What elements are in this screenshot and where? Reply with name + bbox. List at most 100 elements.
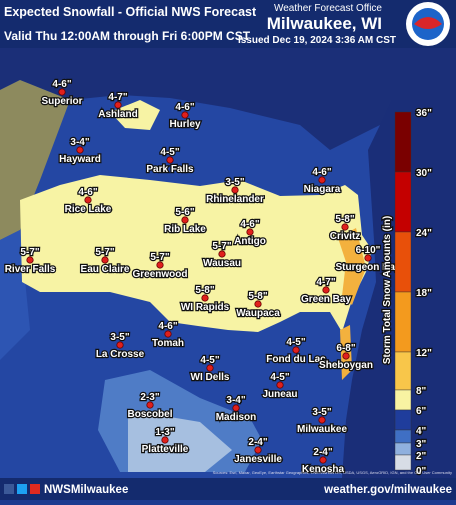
city-name: Eau Claire [81, 264, 130, 275]
nws-logo-mark [414, 17, 442, 29]
city-name: Rib Lake [164, 224, 206, 235]
city-name: Sturgeon Bay [335, 262, 400, 273]
legend-band [394, 111, 412, 173]
city-amount: 4-5" [286, 337, 305, 348]
legend-band [394, 389, 412, 411]
legend-band [394, 429, 412, 444]
legend-label: 0" [416, 466, 427, 477]
city-dot [201, 294, 209, 302]
city-dot [166, 156, 174, 164]
city-dot [84, 196, 92, 204]
city-amount: 4-6" [158, 321, 177, 332]
city-dot [342, 352, 350, 360]
city-amount: 5-7" [150, 252, 169, 263]
city-dot [292, 346, 300, 354]
facebook-icon[interactable] [4, 484, 14, 494]
city-dot [232, 404, 240, 412]
city-name: Wausau [203, 258, 241, 269]
city-amount: 6-10" [356, 245, 381, 256]
city-amount: 4-5" [200, 355, 219, 366]
city-name: Hurley [169, 119, 201, 130]
city-dot [254, 446, 262, 454]
legend-band [394, 291, 412, 353]
city-name: Hayward [59, 154, 101, 165]
lake-superior [0, 48, 456, 150]
zone-5-8 [20, 175, 372, 332]
city-name: Superior [41, 96, 82, 107]
city-amount: 5-8" [195, 285, 214, 296]
city-name: Fond du Lac [266, 354, 326, 365]
city-name: Milwaukee [297, 424, 347, 435]
legend-label: 18" [416, 288, 432, 299]
youtube-icon[interactable] [30, 484, 40, 494]
issued-time: Issued Dec 19, 2024 3:36 AM CST [238, 35, 396, 46]
city-dot [181, 216, 189, 224]
city-dot [254, 300, 262, 308]
city-amount: 4-5" [270, 372, 289, 383]
city-amount: 5-6" [175, 207, 194, 218]
city-amount: 5-8" [248, 291, 267, 302]
city-name: Ashland [98, 109, 137, 120]
city-dot [206, 364, 214, 372]
legend-label: 12" [416, 348, 432, 359]
city-amount: 5-7" [20, 247, 39, 258]
city-dot [246, 228, 254, 236]
city-dot [164, 330, 172, 338]
legend-label: 3" [416, 439, 427, 450]
city-amount: 2-3" [140, 392, 159, 403]
legend-band [394, 442, 412, 456]
city-amount: 4-5" [160, 147, 179, 158]
city-name: Rice Lake [65, 204, 112, 215]
city-dot [116, 341, 124, 349]
city-dot [276, 381, 284, 389]
valid-time: Valid Thu 12:00AM through Fri 6:00PM CST [4, 29, 251, 43]
city-amount: 4-6" [78, 187, 97, 198]
city-dot [58, 88, 66, 96]
city-amount: 1-3" [155, 427, 174, 438]
city-dot [146, 401, 154, 409]
zone-ashland [110, 100, 160, 130]
attribution: Sources: Esri, Maxar, GeoEye, Earthstar … [213, 470, 452, 475]
city-amount: 5-8" [335, 214, 354, 225]
office-label: Weather Forecast Office [274, 3, 382, 14]
city-name: Rhinelander [206, 194, 264, 205]
city-dot [322, 286, 330, 294]
city-dot [319, 456, 327, 464]
city-name: Park Falls [146, 164, 194, 175]
city-name: River Falls [5, 264, 56, 275]
legend-label: 2" [416, 451, 427, 462]
city-dot [218, 250, 226, 258]
website[interactable]: weather.gov/milwaukee [323, 484, 452, 496]
city-amount: 5-7" [212, 241, 231, 252]
city-amount: 3-4" [226, 395, 245, 406]
zone-2-3 [128, 410, 232, 472]
city-name: Tomah [152, 338, 184, 349]
city-amount: 4-7" [108, 92, 127, 103]
city-amount: 3-4" [70, 137, 89, 148]
legend: 36" 30" 24" 18" 12" 8" 6" 4" 3"2" 0" Storm Total S… [381, 107, 434, 479]
city-dot [231, 186, 239, 194]
legend-band [394, 171, 412, 233]
city-name: Waupaca [236, 308, 280, 319]
footer-bar [0, 478, 456, 500]
city-amount: 4-6" [312, 167, 331, 178]
city-dot [156, 261, 164, 269]
city-amount: 2-4" [313, 447, 332, 458]
city-amount: 3-5" [225, 177, 244, 188]
city-name: La Crosse [96, 349, 145, 360]
city-name: Madison [216, 412, 257, 423]
city-name: WI Rapids [181, 302, 230, 313]
office-location: Milwaukee, WI [267, 14, 382, 33]
legend-label: 6" [416, 406, 427, 417]
legend-label: 36" [416, 108, 432, 119]
city-dot [101, 256, 109, 264]
twitter-icon[interactable] [17, 484, 27, 494]
social-handle[interactable]: NWSMilwaukee [44, 484, 128, 496]
title: Expected Snowfall - Official NWS Forecas… [4, 5, 257, 19]
city-name: Antigo [234, 236, 266, 247]
city-dot [26, 256, 34, 264]
city-dot [76, 146, 84, 154]
city-name: Green Bay [301, 294, 351, 305]
